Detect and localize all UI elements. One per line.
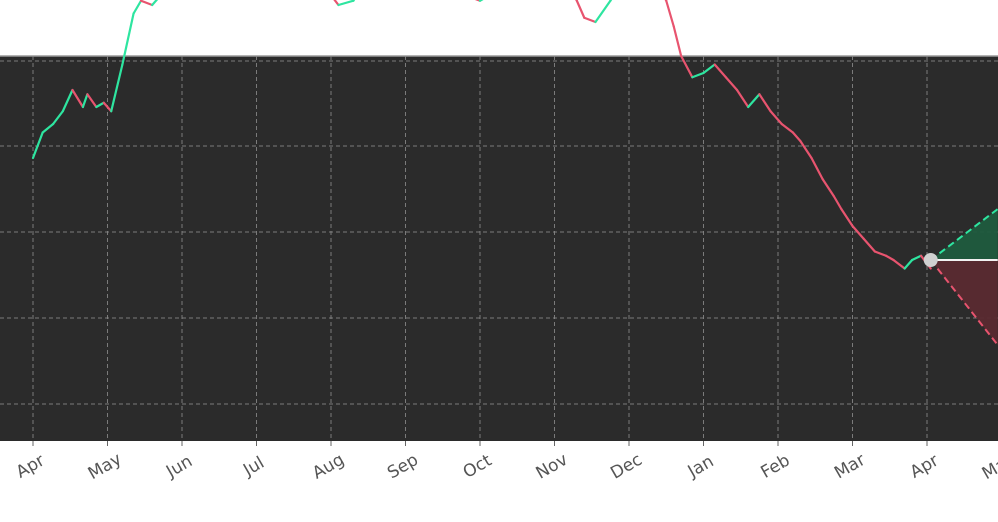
current-price-point	[923, 253, 938, 267]
line-segment	[151, 0, 159, 7]
x-tick-label: Feb	[757, 450, 793, 482]
line-segment	[132, 0, 143, 15]
forecast-upper-area	[930, 209, 998, 260]
line-segment	[95, 101, 105, 109]
x-tick-label: Jan	[684, 451, 718, 482]
line-segment	[862, 237, 876, 253]
price-line	[31, 0, 932, 270]
grid-lines	[0, 55, 998, 441]
line-segment	[910, 254, 923, 262]
x-tick-label: Mar	[831, 450, 869, 483]
line-segment	[799, 139, 813, 160]
line-segment	[664, 0, 668, 2]
x-tick-label: Dec	[607, 450, 645, 484]
line-segment	[747, 93, 761, 109]
line-segment	[702, 63, 716, 75]
line-segment	[791, 131, 802, 143]
line-segment	[892, 258, 906, 270]
current-point	[923, 253, 938, 267]
x-axis-ticks: Apr May Jun Jul Aug Sep Oct Nov Dec Jan Feb Mar Apr M…	[13, 441, 998, 484]
line-segment	[832, 195, 843, 211]
line-segment	[102, 101, 113, 113]
line-segment	[478, 0, 484, 2]
line-segment	[691, 71, 705, 79]
line-segment	[86, 93, 98, 109]
x-tick-label: Apr	[907, 451, 942, 483]
line-segment	[821, 178, 835, 198]
line-segment	[758, 93, 772, 113]
x-tick-label: Oct	[460, 450, 496, 482]
x-tick-label: Aug	[309, 450, 348, 484]
line-segment	[337, 0, 355, 7]
line-segment	[474, 0, 482, 2]
forecast-band	[929, 208, 998, 346]
forecast-upper-line	[930, 208, 998, 261]
line-segment	[873, 250, 888, 257]
line-segment	[903, 258, 914, 270]
line-segment	[609, 0, 613, 2]
line-segment	[680, 54, 694, 79]
line-segment	[352, 0, 356, 2]
x-tick-label: Jul	[239, 453, 268, 481]
line-segment	[840, 207, 854, 228]
plot-area	[0, 56, 998, 441]
line-segment	[810, 156, 824, 181]
line-segment	[672, 25, 683, 58]
x-tick-label: May	[85, 449, 125, 484]
line-segment	[724, 76, 739, 92]
line-segment	[52, 110, 64, 126]
forecast-lower-line	[929, 259, 998, 346]
line-segment	[735, 88, 750, 109]
line-segment	[121, 12, 135, 66]
line-segment	[665, 0, 675, 28]
x-tick-label: Nov	[533, 450, 572, 484]
x-tick-label: Sep	[384, 450, 422, 483]
line-segment	[71, 88, 85, 109]
line-segment	[575, 0, 578, 2]
line-segment	[41, 122, 55, 134]
line-segment	[31, 131, 44, 160]
x-tick-label: May	[979, 449, 998, 484]
line-segment	[81, 93, 89, 109]
line-segment	[61, 88, 74, 113]
line-segment	[575, 0, 586, 19]
line-segment	[884, 254, 895, 262]
line-segment	[110, 63, 124, 113]
line-segment	[583, 16, 597, 24]
line-segment	[851, 224, 865, 240]
x-tick-label: Jun	[162, 451, 196, 482]
line-segment	[713, 63, 727, 79]
line-segment	[333, 0, 340, 7]
x-tick-label: Apr	[13, 451, 48, 483]
line-segment	[780, 122, 795, 134]
line-segment	[769, 110, 783, 126]
line-segment	[594, 0, 612, 24]
line-segment	[139, 0, 154, 7]
